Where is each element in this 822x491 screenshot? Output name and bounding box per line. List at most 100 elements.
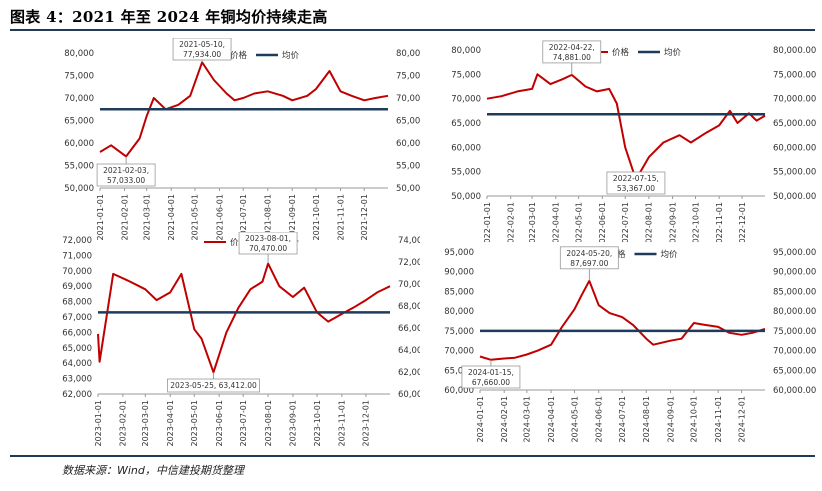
x-tick-label: 2024-05-01 xyxy=(570,396,579,443)
annotation-label: 2022-07-15, xyxy=(613,174,659,183)
x-tick-label: 2024-10-01 xyxy=(690,396,699,443)
y-right-tick-label: 65,000.00 xyxy=(396,117,420,127)
y-left-tick-label: 70,000 xyxy=(451,95,481,105)
chart-2023: 62,000 63,000 64,000 65,000 66,000 67,000 68,0… xyxy=(62,232,420,447)
x-tick-label: 2023-08-01 xyxy=(264,400,273,447)
x-tick-label: 2023-07-01 xyxy=(239,400,248,447)
y-right-tick-label: 55,000.00 xyxy=(773,168,816,178)
x-tick-label: 2022-06-01 xyxy=(598,202,607,242)
y-left-tick-label: 60,000 xyxy=(64,139,94,149)
y-left-tick-label: 60,000 xyxy=(444,386,474,396)
x-tick-label: 2023-05-01 xyxy=(190,400,199,447)
y-left-tick-label: 64,000 xyxy=(62,359,92,369)
y-left-tick-label: 55,000 xyxy=(451,168,481,178)
x-tick-label: 2021-03-01 xyxy=(142,194,151,241)
annotation-label: 2024-01-15, xyxy=(468,368,514,377)
y-left-tick-label: 75,000 xyxy=(64,72,94,82)
legend-price-label: 价格 xyxy=(230,50,248,61)
y-right-tick-label: 95,000.00 xyxy=(773,248,816,258)
x-tick-label: 2023-01-01 xyxy=(94,400,103,447)
annotation-box xyxy=(172,38,232,61)
x-tick-label: 2023-06-01 xyxy=(215,400,224,447)
chart-2024: 60,000 65,000 70,000 75,000 80,000 85,000 90,0… xyxy=(444,246,816,443)
y-right-tick-label: 60,000.00 xyxy=(398,390,420,400)
y-left-tick-label: 63,000 xyxy=(62,375,92,385)
x-tick-label: 2022-11-01 xyxy=(715,202,724,242)
y-left-tick-label: 75,000 xyxy=(444,327,474,337)
y-right-tick-label: 70,000.00 xyxy=(773,347,816,357)
y-left-tick-label: 50,000 xyxy=(451,192,481,202)
y-left-tick-label: 68,000 xyxy=(62,298,92,308)
x-tick-label: 2023-03-01 xyxy=(141,400,150,447)
x-tick-label: 2021-05-01 xyxy=(191,194,200,241)
y-right-tick-label: 66,000.00 xyxy=(398,324,420,334)
annotation-box xyxy=(238,232,298,255)
y-left-tick-label: 75,000 xyxy=(451,70,481,80)
annotation-box xyxy=(167,378,260,393)
annotation-label: 2022-04-22, xyxy=(549,43,595,52)
annotation-value: 77,934.00 xyxy=(183,50,221,59)
annotation-value: 74,881.00 xyxy=(553,53,591,62)
annotation-box xyxy=(461,365,521,389)
price-series-line xyxy=(479,279,766,361)
annotation-value: 53,367.00 xyxy=(617,184,655,193)
x-tick-label: 2021-12-01 xyxy=(360,194,369,241)
y-left-tick-label: 69,000 xyxy=(62,282,92,292)
y-left-tick-label: 67,000 xyxy=(62,313,92,323)
y-right-tick-label: 80,000.00 xyxy=(396,49,420,59)
x-tick-label: 2021-11-01 xyxy=(336,194,345,241)
y-left-tick-label: 72,000 xyxy=(62,236,92,246)
figure-title: 图表 4：2021 年至 2024 年铜均价持续走高 xyxy=(10,8,328,26)
x-tick-label: 2022-04-01 xyxy=(552,202,561,242)
y-right-tick-label: 64,000.00 xyxy=(398,346,420,356)
y-right-tick-label: 65,000.00 xyxy=(773,366,816,376)
x-tick-label: 2024-12-01 xyxy=(737,396,746,443)
x-tick-label: 2023-11-01 xyxy=(338,400,347,447)
y-right-tick-label: 50,000.00 xyxy=(773,192,816,202)
source-note: 数据来源：Wind，中信建投期货整理 xyxy=(62,464,244,477)
x-tick-label: 2024-11-01 xyxy=(714,396,723,443)
y-left-tick-label: 70,000 xyxy=(64,94,94,104)
y-left-tick-label: 60,000 xyxy=(451,143,481,153)
x-tick-label: 2021-02-01 xyxy=(120,194,129,241)
x-tick-label: 2021-01-01 xyxy=(96,194,105,241)
price-series-line xyxy=(486,73,766,181)
y-right-tick-label: 55,000.00 xyxy=(396,162,420,172)
x-tick-label: 2022-01-01 xyxy=(483,202,492,242)
x-tick-label: 2021-09-01 xyxy=(288,194,297,241)
legend-average-label: 均价 xyxy=(282,50,300,61)
x-tick-label: 2021-07-01 xyxy=(239,194,248,241)
annotation-box xyxy=(542,40,602,64)
annotation-label: 2021-02-03, xyxy=(103,166,149,175)
y-right-tick-label: 65,000.00 xyxy=(773,119,816,129)
y-left-tick-label: 71,000 xyxy=(62,251,92,261)
x-tick-label: 2022-09-01 xyxy=(668,202,677,242)
x-tick-label: 2024-01-01 xyxy=(476,396,485,443)
y-right-tick-label: 70,000.00 xyxy=(396,94,420,104)
y-left-tick-label: 66,000 xyxy=(62,328,92,338)
y-left-tick-label: 65,000 xyxy=(62,344,92,354)
x-tick-label: 2023-04-01 xyxy=(166,400,175,447)
y-right-tick-label: 70,000.00 xyxy=(773,95,816,105)
annotation-box xyxy=(559,246,619,270)
y-left-tick-label: 90,000 xyxy=(444,268,474,278)
y-left-tick-label: 80,000 xyxy=(451,46,481,56)
y-right-tick-label: 74,000.00 xyxy=(398,236,420,246)
annotation-value: 67,660.00 xyxy=(472,378,510,387)
x-tick-label: 2024-06-01 xyxy=(594,396,603,443)
x-tick-label: 2021-08-01 xyxy=(264,194,273,241)
x-tick-label: 2023-10-01 xyxy=(313,400,322,447)
y-right-tick-label: 68,000.00 xyxy=(398,302,420,312)
y-left-tick-label: 70,000 xyxy=(444,347,474,357)
price-series-line xyxy=(99,61,389,158)
x-tick-label: 2022-12-01 xyxy=(738,202,747,242)
y-right-tick-label: 90,000.00 xyxy=(773,268,816,278)
y-right-tick-label: 75,000.00 xyxy=(396,72,420,82)
chart-2022: 50,000 55,000 60,000 65,000 70,000 75,000 80,0… xyxy=(451,40,816,242)
legend-average-label: 均价 xyxy=(664,47,682,58)
annotation-label: 2023-05-25, 63,412.00 xyxy=(170,381,257,390)
y-right-tick-label: 60,000.00 xyxy=(773,386,816,396)
x-tick-label: 2024-04-01 xyxy=(547,396,556,443)
price-series-line xyxy=(97,262,391,374)
y-left-tick-label: 80,000 xyxy=(444,307,474,317)
